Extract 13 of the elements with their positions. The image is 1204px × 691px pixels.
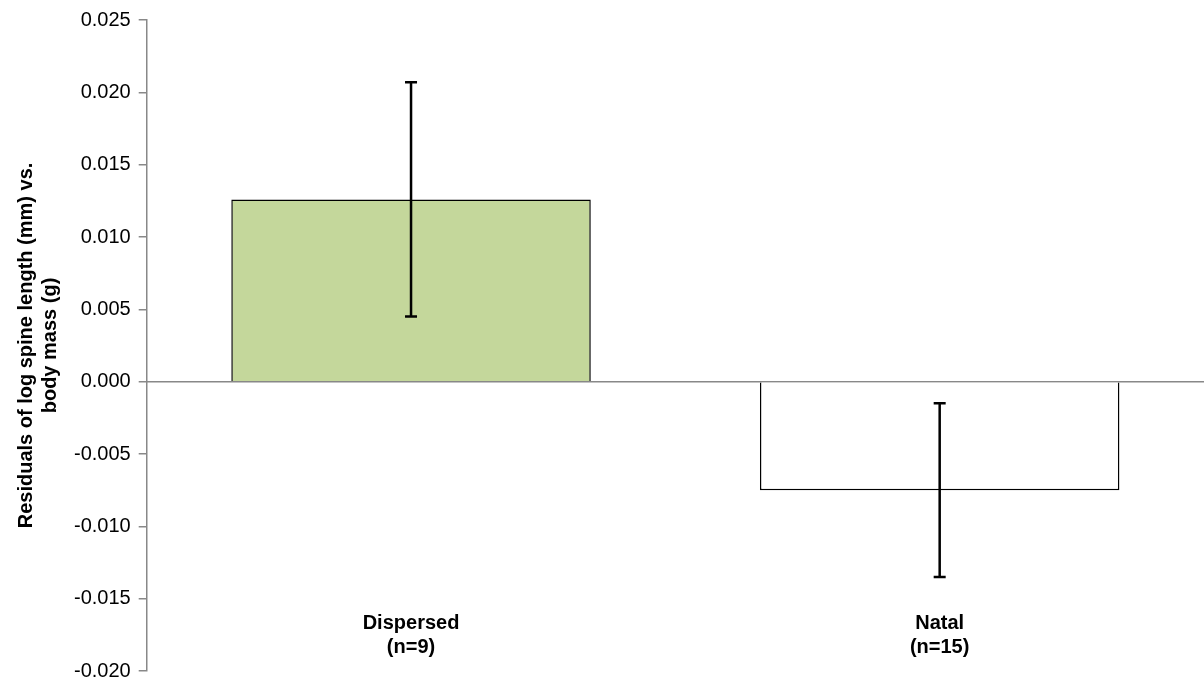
x-tick-label: Natal (n=15): [909, 610, 970, 657]
y-tick-label: -0.015: [73, 586, 131, 609]
y-tick-label: 0.025: [80, 7, 131, 30]
y-tick-label: 0.010: [80, 224, 131, 247]
y-axis-title: Residuals of log spine length (mm) vs. body mass (g): [13, 162, 60, 529]
y-tick-label: -0.005: [73, 441, 131, 464]
y-tick-label: 0.020: [80, 79, 131, 102]
y-tick-label: 0.015: [80, 152, 131, 175]
x-tick-label: Dispersed (n=9): [362, 610, 460, 657]
y-tick-label: 0.005: [80, 296, 131, 319]
y-tick-label: -0.020: [73, 658, 131, 681]
y-tick-label: -0.010: [73, 513, 131, 536]
y-tick-label: 0.000: [80, 369, 131, 392]
